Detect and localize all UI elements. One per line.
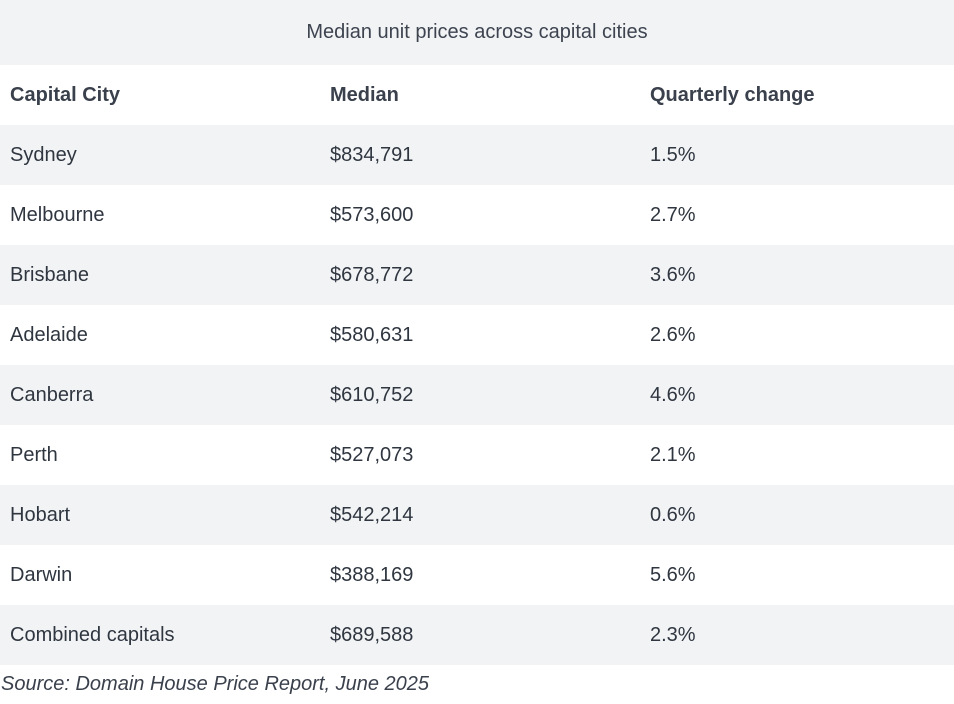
table-row: Darwin $388,169 5.6% bbox=[0, 545, 954, 605]
header-capital-city: Capital City bbox=[0, 65, 320, 125]
cell-median: $388,169 bbox=[320, 545, 640, 605]
cell-city: Sydney bbox=[0, 125, 320, 185]
cell-change: 4.6% bbox=[640, 365, 954, 425]
table-row: Canberra $610,752 4.6% bbox=[0, 365, 954, 425]
cell-city: Canberra bbox=[0, 365, 320, 425]
table-row: Adelaide $580,631 2.6% bbox=[0, 305, 954, 365]
table-row: Perth $527,073 2.1% bbox=[0, 425, 954, 485]
cell-median: $573,600 bbox=[320, 185, 640, 245]
cell-city: Brisbane bbox=[0, 245, 320, 305]
table-body: Sydney $834,791 1.5% Melbourne $573,600 … bbox=[0, 125, 954, 665]
cell-change: 1.5% bbox=[640, 125, 954, 185]
cell-median: $689,588 bbox=[320, 605, 640, 665]
cell-change: 2.6% bbox=[640, 305, 954, 365]
cell-median: $610,752 bbox=[320, 365, 640, 425]
cell-median: $580,631 bbox=[320, 305, 640, 365]
cell-change: 0.6% bbox=[640, 485, 954, 545]
cell-change: 2.3% bbox=[640, 605, 954, 665]
header-median: Median bbox=[320, 65, 640, 125]
cell-change: 5.6% bbox=[640, 545, 954, 605]
cell-median: $678,772 bbox=[320, 245, 640, 305]
cell-change: 2.1% bbox=[640, 425, 954, 485]
cell-city: Melbourne bbox=[0, 185, 320, 245]
cell-change: 2.7% bbox=[640, 185, 954, 245]
header-quarterly-change: Quarterly change bbox=[640, 65, 954, 125]
table-row: Hobart $542,214 0.6% bbox=[0, 485, 954, 545]
cell-city: Darwin bbox=[0, 545, 320, 605]
table-caption: Median unit prices across capital cities bbox=[0, 0, 954, 65]
cell-city: Hobart bbox=[0, 485, 320, 545]
table-row: Melbourne $573,600 2.7% bbox=[0, 185, 954, 245]
table-header: Capital City Median Quarterly change bbox=[0, 65, 954, 125]
table-row: Combined capitals $689,588 2.3% bbox=[0, 605, 954, 665]
cell-median: $542,214 bbox=[320, 485, 640, 545]
cell-city: Combined capitals bbox=[0, 605, 320, 665]
cell-city: Perth bbox=[0, 425, 320, 485]
unit-prices-table: Capital City Median Quarterly change Syd… bbox=[0, 65, 954, 665]
table-row: Brisbane $678,772 3.6% bbox=[0, 245, 954, 305]
cell-median: $834,791 bbox=[320, 125, 640, 185]
cell-city: Adelaide bbox=[0, 305, 320, 365]
source-note: Source: Domain House Price Report, June … bbox=[1, 673, 430, 695]
table-row: Sydney $834,791 1.5% bbox=[0, 125, 954, 185]
cell-median: $527,073 bbox=[320, 425, 640, 485]
cell-change: 3.6% bbox=[640, 245, 954, 305]
header-row: Capital City Median Quarterly change bbox=[0, 65, 954, 125]
